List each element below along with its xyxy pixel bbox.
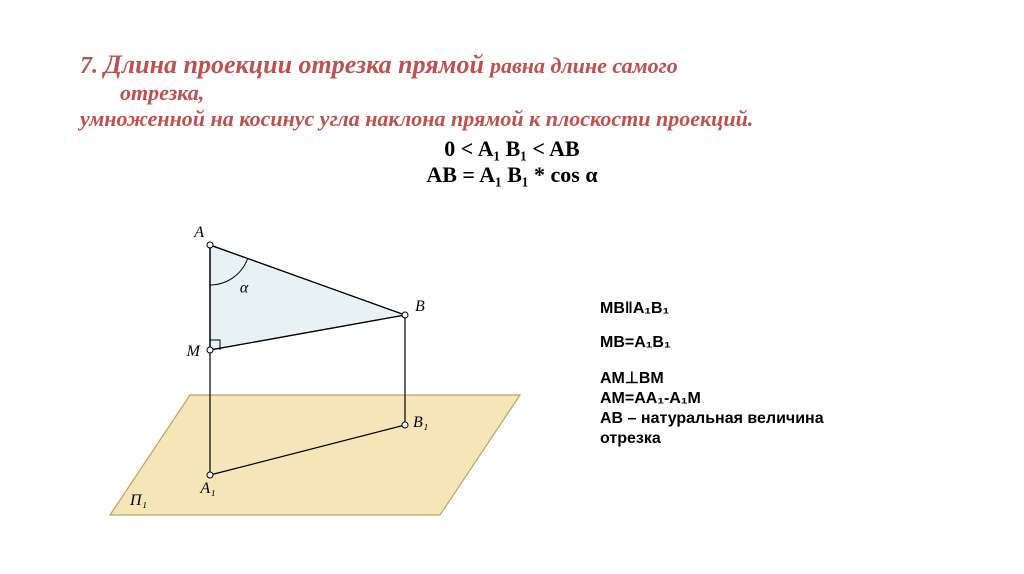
formula-inequality: 0 < A₁ B₁ < AB xyxy=(80,136,944,162)
svg-text:П₁: П₁ xyxy=(129,492,147,509)
svg-text:B: B xyxy=(415,298,425,315)
title-main: Длина проекции отрезка прямой xyxy=(104,50,484,79)
prop-diff: AM=AA₁-A₁M xyxy=(600,390,824,408)
svg-text:A₁: A₁ xyxy=(199,480,215,497)
prop-equal: MB=A₁B₁ xyxy=(600,334,824,352)
prop-natural2: отрезка xyxy=(600,430,824,448)
svg-text:α: α xyxy=(240,280,249,297)
formula-equation: AB = A₁ B₁ * cos α xyxy=(80,162,944,188)
svg-text:M: M xyxy=(186,343,202,360)
title-line1: 7. Длина проекции отрезка прямой равна д… xyxy=(80,50,944,80)
svg-text:A: A xyxy=(193,225,204,241)
prop-perp: AM⊥BM xyxy=(600,368,824,388)
heading-block: 7. Длина проекции отрезка прямой равна д… xyxy=(0,0,1024,188)
title-tail: равна длине самого xyxy=(490,53,678,78)
formula-block: 0 < A₁ B₁ < AB AB = A₁ B₁ * cos α xyxy=(80,136,944,188)
title-line2: отрезка, xyxy=(80,80,944,106)
projection-diagram: α A B M A₁ B₁ П₁ xyxy=(60,225,530,545)
prop-natural1: AB – натуральная величина xyxy=(600,410,824,428)
title-line3: умноженной на косинус угла наклона прямо… xyxy=(80,106,944,132)
title-number: 7. xyxy=(80,53,98,79)
prop-parallel: MB‖A₁B₁ xyxy=(600,300,824,318)
properties-block: MB‖A₁B₁ MB=A₁B₁ AM⊥BM AM=AA₁-A₁M AB – на… xyxy=(600,300,824,450)
svg-text:B₁: B₁ xyxy=(413,414,428,431)
